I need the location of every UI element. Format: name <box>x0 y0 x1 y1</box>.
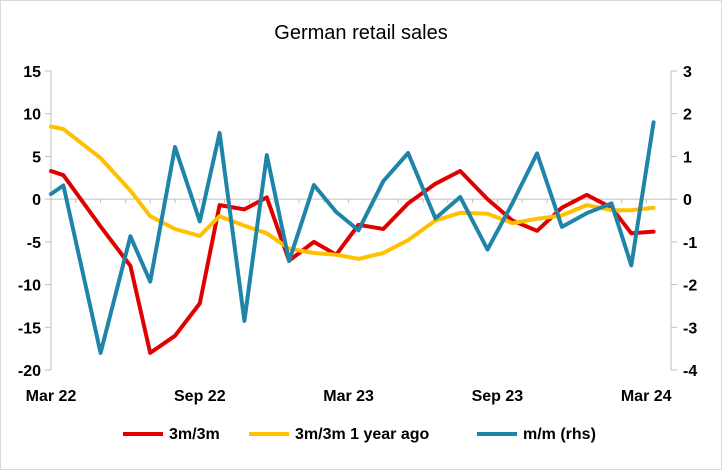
series-line-1 <box>49 124 656 261</box>
y-right-tick-label: 1 <box>683 149 692 166</box>
y-right-tick-label: -1 <box>683 235 697 252</box>
legend-layer: 3m/3m 3m/3m 1 year ago m/m (rhs) <box>123 426 596 443</box>
legend-label-2: m/m (rhs) <box>523 426 596 443</box>
chart-title: German retail sales <box>274 22 447 44</box>
y-left-tick-label: -20 <box>18 363 41 380</box>
y-left-tick-label: 15 <box>23 64 41 81</box>
legend-label-0: 3m/3m <box>169 426 220 443</box>
y-right-tick-label: -2 <box>683 278 697 295</box>
y-left-tick-label: 5 <box>32 149 41 166</box>
legend-label-1: 3m/3m 1 year ago <box>295 426 430 443</box>
y-left-tick-label: -10 <box>18 278 41 295</box>
series-line-2 <box>49 120 656 355</box>
y-left-tick-label: 0 <box>32 192 41 209</box>
y-right-tick-label: 0 <box>683 192 692 209</box>
x-tick-label: Mar 24 <box>621 388 672 405</box>
series-layer <box>49 120 656 355</box>
x-tick-label: Mar 23 <box>323 388 374 405</box>
y-left-tick-label: -5 <box>27 235 41 252</box>
y-right-tick-label: 2 <box>683 107 692 124</box>
y-left-tick-label: -15 <box>18 320 41 337</box>
x-tick-label: Sep 23 <box>472 388 524 405</box>
x-tick-label: Sep 22 <box>174 388 226 405</box>
x-tick-label: Mar 22 <box>26 388 77 405</box>
y-right-tick-label: 3 <box>683 64 692 81</box>
y-right-tick-label: -4 <box>683 363 697 380</box>
y-left-tick-label: 10 <box>23 107 41 124</box>
y-right-tick-label: -3 <box>683 320 697 337</box>
